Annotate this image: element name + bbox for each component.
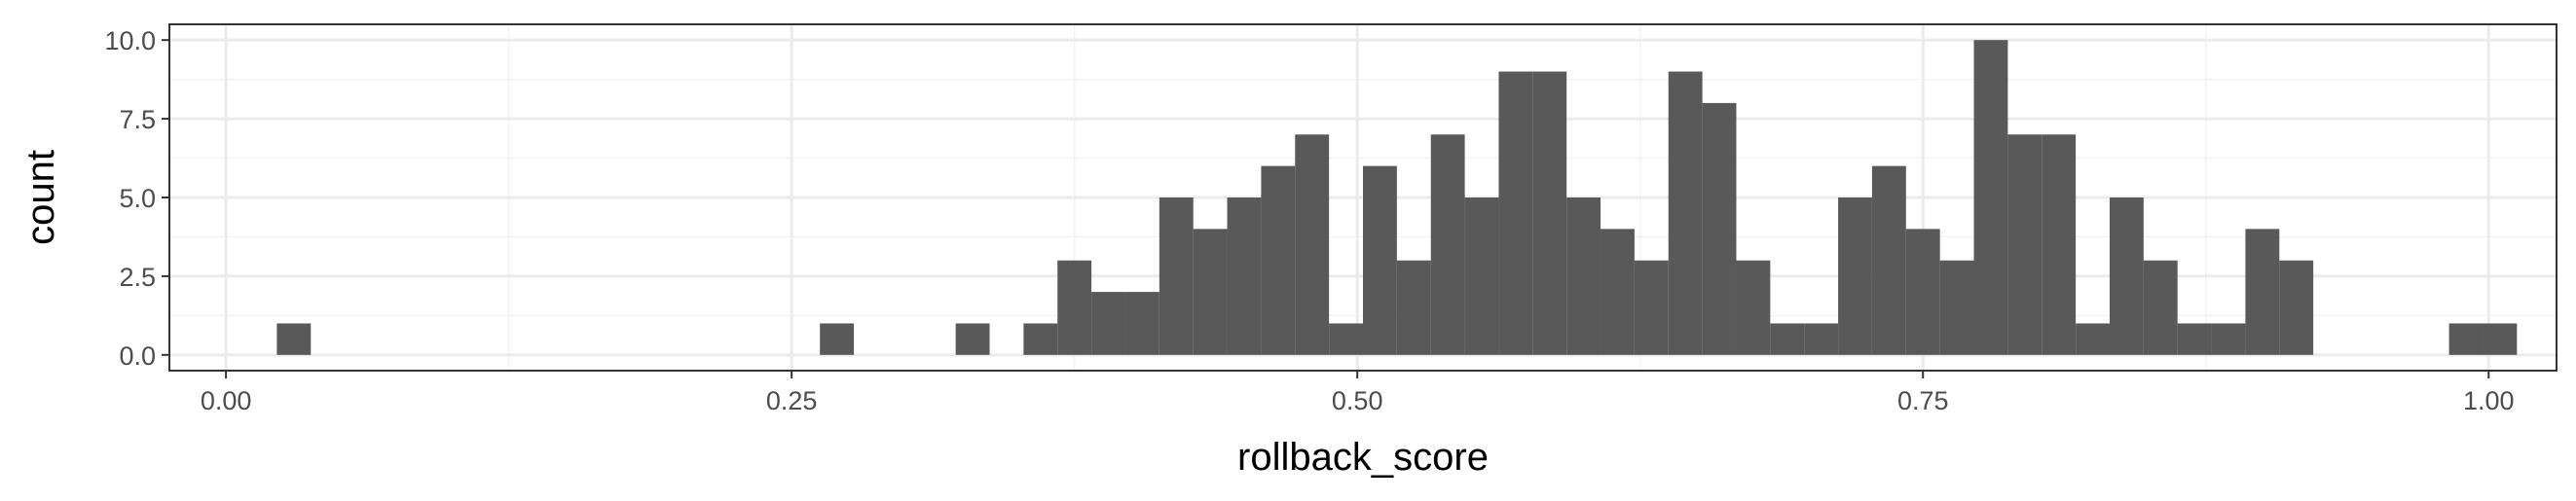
histogram-bar xyxy=(2177,323,2212,355)
y-tick-label: 0.0 xyxy=(119,341,156,371)
x-axis-title: rollback_score xyxy=(1237,436,1489,479)
histogram-bar xyxy=(1193,229,1228,355)
histogram-bar xyxy=(2483,323,2518,355)
x-axis-ticks: 0.00 0.25 0.50 0.75 1.00 xyxy=(201,371,2515,415)
histogram-bar xyxy=(1261,165,1296,355)
histogram-bar xyxy=(2448,323,2484,355)
histogram-bar xyxy=(1804,323,1839,355)
histogram-bar xyxy=(1736,260,1771,355)
histogram-bar xyxy=(1634,260,1669,355)
histogram-bar xyxy=(1023,323,1058,355)
histogram-bar xyxy=(1838,197,1872,355)
histogram-bar xyxy=(1464,197,1499,355)
histogram-bar xyxy=(1227,197,1262,355)
y-axis-ticks: 0.0 2.5 5.0 7.5 10.0 xyxy=(104,26,169,371)
histogram-bar xyxy=(1091,292,1125,355)
x-tick-label: 0.25 xyxy=(766,386,818,415)
histogram-bar xyxy=(955,323,990,355)
histogram-bar xyxy=(1430,134,1465,355)
histogram-bar xyxy=(1363,165,1397,355)
histogram-bar xyxy=(1668,71,1703,355)
histogram-bars xyxy=(276,40,2518,355)
histogram-bar xyxy=(1159,197,1194,355)
histogram-bar xyxy=(2007,134,2042,355)
y-axis-title: count xyxy=(19,150,62,245)
histogram-bar xyxy=(2109,197,2144,355)
histogram-bar xyxy=(1871,165,1906,355)
histogram-bar xyxy=(1396,260,1431,355)
histogram-bar xyxy=(1770,323,1805,355)
histogram-bar xyxy=(1905,229,1940,355)
x-tick-label: 0.50 xyxy=(1332,386,1383,415)
histogram-bar xyxy=(2279,260,2314,355)
x-tick-label: 0.00 xyxy=(201,386,252,415)
histogram-bar xyxy=(1532,71,1567,355)
x-tick-label: 1.00 xyxy=(2463,386,2515,415)
histogram-bar xyxy=(1124,292,1159,355)
histogram-bar xyxy=(1601,229,1635,355)
histogram-bar xyxy=(2143,260,2178,355)
histogram-bar xyxy=(2076,323,2110,355)
histogram-bar xyxy=(1973,40,2008,355)
y-tick-label: 2.5 xyxy=(119,263,156,292)
histogram-bar xyxy=(1702,102,1737,355)
histogram-bar xyxy=(2245,229,2280,355)
histogram-bar xyxy=(820,323,855,355)
y-tick-label: 5.0 xyxy=(119,184,156,213)
histogram-bar xyxy=(1295,134,1330,355)
histogram-bar xyxy=(1329,323,1363,355)
histogram-bar xyxy=(1498,71,1533,355)
histogram-bar xyxy=(1939,260,1974,355)
y-tick-label: 10.0 xyxy=(104,26,156,55)
histogram-bar xyxy=(1566,197,1601,355)
x-tick-label: 0.75 xyxy=(1897,386,1949,415)
histogram-bar xyxy=(1057,260,1092,355)
y-tick-label: 7.5 xyxy=(119,105,156,134)
histogram-bar xyxy=(2211,323,2246,355)
histogram-bar xyxy=(276,323,312,355)
histogram-bar xyxy=(2042,134,2077,355)
